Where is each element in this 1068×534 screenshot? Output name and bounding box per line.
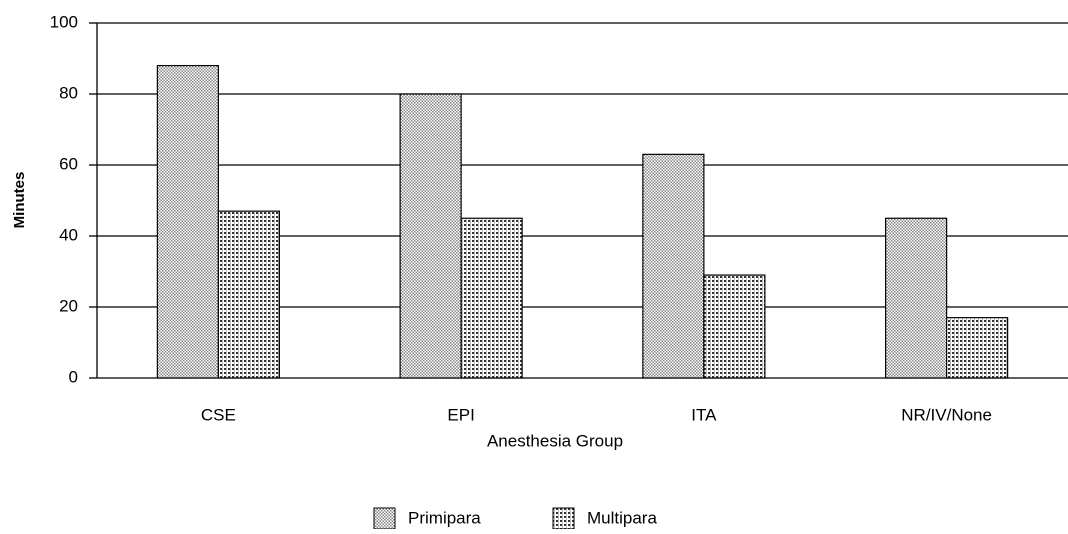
x-tick-label: EPI — [447, 405, 474, 424]
legend-label: Primipara — [408, 508, 481, 527]
y-tick-label: 40 — [59, 225, 78, 244]
x-tick-label: ITA — [691, 405, 717, 424]
y-tick-label: 100 — [50, 12, 78, 31]
y-tick-label: 0 — [69, 367, 78, 386]
bar — [399, 93, 462, 379]
y-tick-label: 60 — [59, 154, 78, 173]
bar — [156, 64, 219, 379]
bar — [217, 210, 280, 379]
x-axis-label: Anesthesia Group — [487, 431, 623, 450]
bar — [460, 217, 523, 379]
bar — [703, 274, 766, 379]
x-tick-label: CSE — [201, 405, 236, 424]
bar — [946, 317, 1009, 379]
y-axis-label: Minutes — [11, 172, 28, 229]
y-tick-label: 20 — [59, 296, 78, 315]
legend-label: Multipara — [587, 508, 657, 527]
bar — [642, 153, 705, 379]
bar — [885, 217, 948, 379]
y-tick-label: 80 — [59, 83, 78, 102]
legend-swatch — [552, 507, 575, 530]
legend-swatch — [373, 507, 396, 530]
x-tick-label: NR/IV/None — [901, 405, 992, 424]
